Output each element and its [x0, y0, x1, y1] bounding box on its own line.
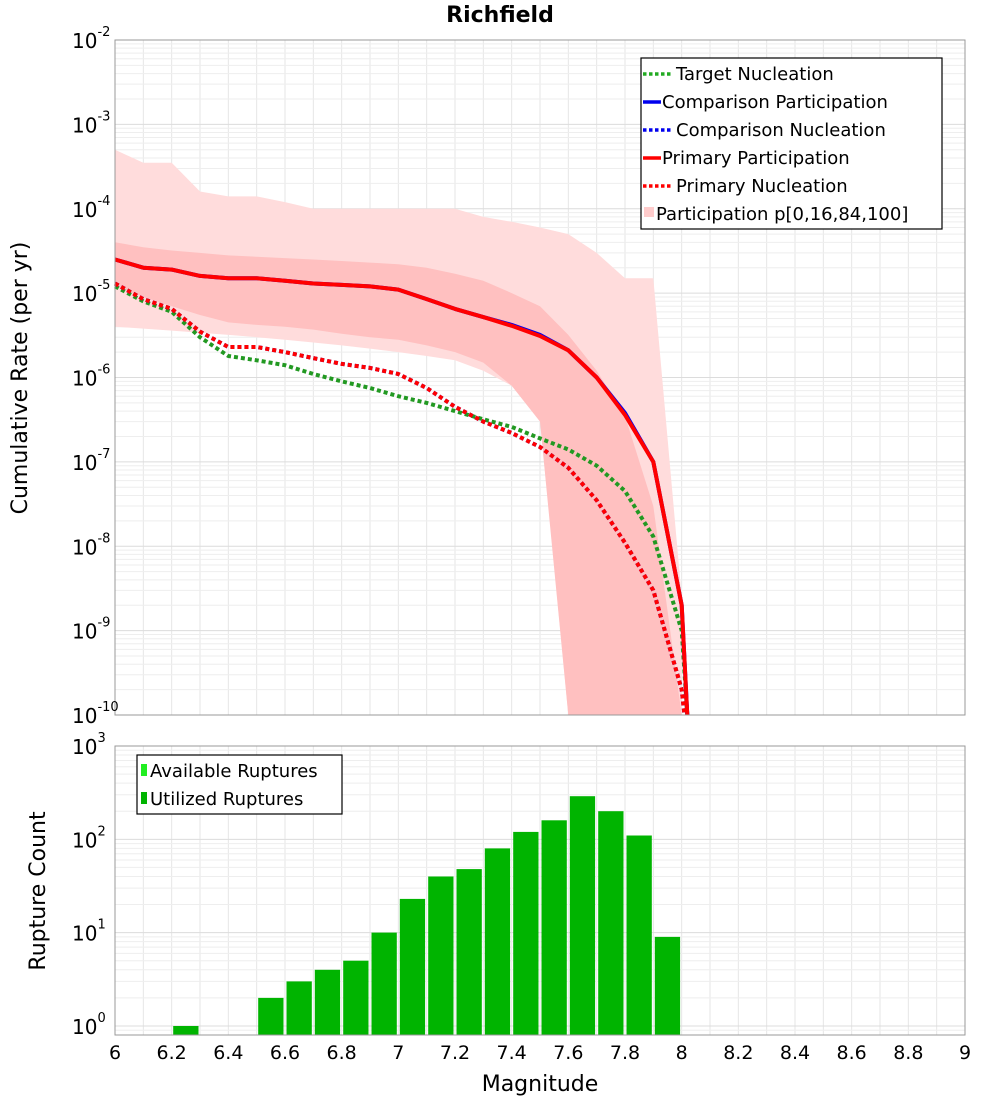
rate-y-ticks: 10-2 10-3 10-4 10-5 10-6 10-7 10-8 10-9 10-10: [72, 25, 119, 728]
x-tick-label: 6.4: [213, 1042, 243, 1064]
x-tick-label: 8.2: [723, 1042, 753, 1064]
x-tick-label: 6: [109, 1042, 121, 1064]
x-tick-label: 7.2: [440, 1042, 470, 1064]
count-plot-frame: [114, 745, 966, 1036]
count-y-ticks: 103 102 101 100: [72, 731, 106, 1039]
y-tick-label: 10-4: [72, 194, 110, 222]
bar-utilized-ruptures: [484, 848, 511, 1035]
y-tick-label: 10-10: [72, 700, 119, 728]
x-tick-label: 6.8: [327, 1042, 357, 1064]
bar-utilized-ruptures: [598, 811, 624, 1035]
bar-utilized-ruptures: [626, 835, 652, 1035]
rate-series: [114, 257, 690, 716]
x-tick-label: 9: [959, 1042, 971, 1064]
rate-legend-box: [640, 57, 943, 230]
legend-target-nucleation: Target Nucleation: [675, 64, 834, 85]
legend-participation-band: Participation p[0,16,84,100]: [656, 204, 908, 225]
x-tick-label: 7.4: [497, 1042, 527, 1064]
bar-utilized-ruptures: [569, 796, 596, 1035]
series-primary-participation: [114, 257, 690, 716]
bar-utilized-ruptures: [173, 1026, 199, 1035]
legend-available-ruptures-swatch: [141, 764, 147, 776]
count-legend-box: [136, 754, 343, 815]
count-panel: 103 102 101 100 6 6.2 6.4 6.6 6.8 7 7.2 7.4 7.6 7.8 8…: [26, 731, 971, 1097]
bar-utilized-ruptures: [314, 969, 341, 1035]
legend-participation-band-swatch: [644, 207, 654, 217]
count-y-axis-label: Rupture Count: [26, 811, 51, 971]
x-tick-label: 8: [676, 1042, 688, 1064]
x-axis-label: Magnitude: [482, 1072, 599, 1097]
count-legend: Available Ruptures Utilized Ruptures: [136, 754, 343, 815]
legend-primary-nucleation: Primary Nucleation: [676, 176, 848, 197]
bar-utilized-ruptures: [399, 898, 426, 1035]
x-tick-label: 8.8: [893, 1042, 923, 1064]
legend-primary-participation: Primary Participation: [662, 148, 850, 169]
bar-utilized-ruptures: [371, 932, 397, 1035]
bar-utilized-ruptures: [428, 876, 454, 1035]
rate-legend: Target Nucleation Comparison Participati…: [640, 57, 943, 230]
y-tick-label: 101: [72, 918, 106, 946]
participation-band: [115, 149, 682, 716]
y-tick-label: 10-7: [72, 447, 110, 475]
y-tick-label: 10-3: [72, 109, 110, 137]
series-primary-nucleation: [114, 281, 687, 716]
y-tick-label: 100: [72, 1011, 106, 1039]
bar-utilized-ruptures: [343, 960, 369, 1035]
count-bars: [173, 796, 681, 1035]
bar-utilized-ruptures: [541, 820, 567, 1035]
series-target-nucleation: [114, 284, 690, 716]
rate-y-axis-label: Cumulative Rate (per yr): [8, 242, 33, 515]
legend-comparison-nucleation: Comparison Nucleation: [676, 120, 886, 141]
x-tick-label: 8.4: [780, 1042, 810, 1064]
x-ticks: 6 6.2 6.4 6.6 6.8 7 7.2 7.4 7.6 7.8 8 8.2 8.4 8.6 8.8 9: [109, 1042, 971, 1064]
y-tick-label: 10-5: [72, 278, 110, 306]
x-tick-label: 7.8: [610, 1042, 640, 1064]
x-tick-label: 6.6: [270, 1042, 300, 1064]
bar-utilized-ruptures: [513, 831, 539, 1035]
legend-utilized-ruptures: Utilized Ruptures: [150, 789, 303, 810]
y-tick-label: 10-6: [72, 363, 110, 391]
rate-panel: 10-2 10-3 10-4 10-5 10-6 10-7 10-8 10-9 10-10 Cu…: [8, 25, 966, 728]
y-tick-label: 10-8: [72, 531, 110, 559]
legend-available-ruptures: Available Ruptures: [150, 761, 318, 782]
bar-utilized-ruptures: [654, 936, 681, 1035]
x-tick-label: 7.6: [553, 1042, 583, 1064]
rate-plot-frame: [114, 39, 966, 716]
x-tick-label: 8.6: [837, 1042, 867, 1064]
y-tick-label: 10-9: [72, 616, 110, 644]
bar-utilized-ruptures: [456, 869, 482, 1035]
band-p16-p84: [115, 242, 682, 716]
chart-title: Richfield: [446, 3, 554, 28]
x-tick-label: 6.2: [157, 1042, 187, 1064]
bar-utilized-ruptures: [286, 981, 312, 1035]
y-tick-label: 102: [72, 824, 106, 852]
x-tick-label: 7: [392, 1042, 404, 1064]
y-tick-label: 103: [72, 731, 106, 759]
legend-utilized-ruptures-swatch: [141, 792, 147, 804]
bar-utilized-ruptures: [258, 997, 284, 1035]
y-tick-label: 10-2: [72, 25, 110, 53]
legend-comparison-participation: Comparison Participation: [662, 92, 888, 113]
